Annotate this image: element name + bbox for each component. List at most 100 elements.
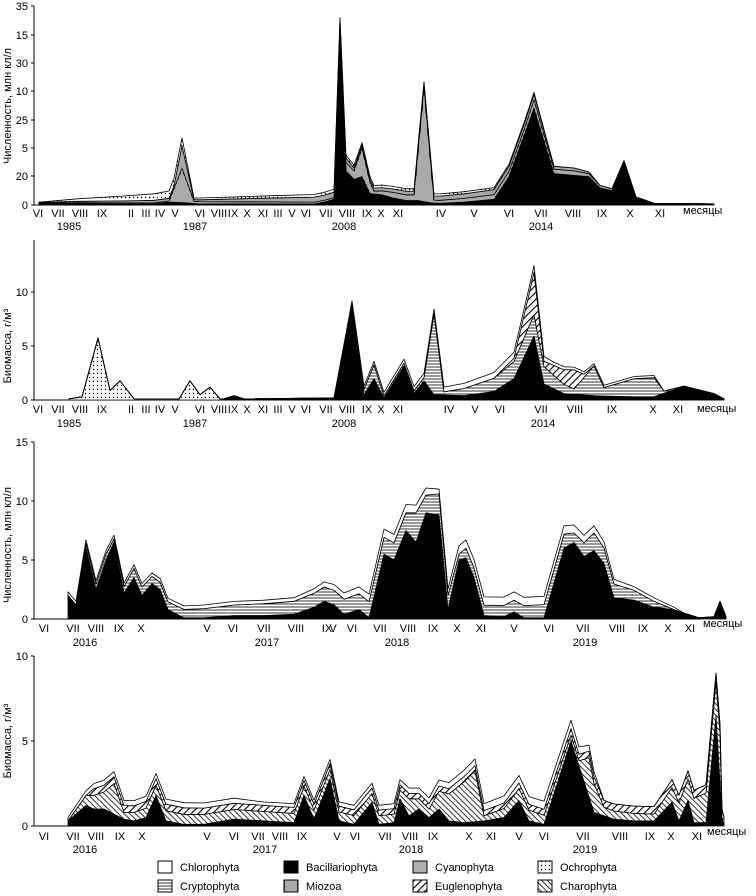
month-label: IX xyxy=(638,623,649,635)
legend-swatch xyxy=(157,879,173,893)
month-label: VI xyxy=(544,623,554,635)
legend-item-cyanophyta: Cyanophyta xyxy=(412,860,495,874)
month-label: VII xyxy=(251,831,264,843)
month-label: V xyxy=(510,623,518,635)
month-label: IX xyxy=(115,831,126,843)
month-label: IX xyxy=(228,404,239,416)
month-label: VIII xyxy=(565,208,582,220)
month-label: VIII xyxy=(211,404,228,416)
panel-2-ytick: 5 xyxy=(22,341,28,353)
area-chlorophyta xyxy=(68,265,725,400)
panel-3-month-labels: VI VII VIII IX X V VI VII VIII IX V VI V… xyxy=(39,618,743,635)
month-label: VII xyxy=(319,208,332,220)
legend-swatch xyxy=(412,860,428,874)
month-label: VI xyxy=(539,831,549,843)
panel-4-xlabel: месяцы xyxy=(707,826,746,838)
legend-label: Ochrophyta xyxy=(560,862,618,874)
month-label: VII xyxy=(66,831,79,843)
month-label: V xyxy=(515,831,523,843)
panel-3-xlabel: месяцы xyxy=(703,618,742,630)
year-label: 2008 xyxy=(332,221,356,233)
month-label: IX xyxy=(362,208,373,220)
month-label: VI xyxy=(195,404,205,416)
month-label: VIII xyxy=(211,208,228,220)
panel-2-areas xyxy=(68,265,725,401)
legend-swatch xyxy=(537,879,553,893)
month-label: X xyxy=(138,831,146,843)
panel-4-year-labels: 2016 2017 2018 2019 xyxy=(73,844,597,856)
area-ochrophyta xyxy=(38,17,715,205)
month-label: IV xyxy=(444,404,455,416)
month-label: IV xyxy=(155,404,166,416)
year-label: 2014 xyxy=(529,221,553,233)
year-label: 1985 xyxy=(57,418,81,430)
month-label: VIII xyxy=(339,208,356,220)
legend-label: Euglenophyta xyxy=(435,881,503,893)
panel-3-ytick: 10 xyxy=(16,496,28,508)
month-label: IV xyxy=(155,208,166,220)
month-label: II xyxy=(128,208,134,220)
year-label: 2017 xyxy=(255,637,279,649)
month-label: VIII xyxy=(612,831,629,843)
month-label: VII xyxy=(378,831,391,843)
month-label: IX xyxy=(428,831,439,843)
month-label: VIII xyxy=(288,623,305,635)
panel-2-ytick: 0 xyxy=(22,395,28,407)
legend-swatch xyxy=(537,860,553,874)
month-label: X xyxy=(626,208,634,220)
panel-3-year-labels: 2016 2017 2018 2019 xyxy=(73,637,597,649)
area-miozoa xyxy=(38,25,715,205)
panel-1-y-axis: 0 5 10 15 20 25 30 35 xyxy=(16,1,35,212)
month-label: III xyxy=(141,404,150,416)
month-label: VI xyxy=(347,623,357,635)
panel-4-month-labels: VI VII VIII IX X V VI VII VIII IX V VI V… xyxy=(39,826,747,843)
month-label: IX xyxy=(645,831,656,843)
legend-item-chlorophyta: Chlorophyta xyxy=(157,860,240,874)
panel-1-ytick: 30 xyxy=(16,58,28,70)
legend-swatch xyxy=(157,860,173,874)
month-label: VI xyxy=(39,831,49,843)
month-label: III xyxy=(141,208,150,220)
month-label: VII xyxy=(257,623,270,635)
month-label: X xyxy=(465,831,473,843)
month-label: IX xyxy=(597,208,608,220)
month-label: XI xyxy=(476,623,486,635)
year-label: 2019 xyxy=(573,844,597,856)
panel-4-ytick: 0 xyxy=(22,821,28,833)
month-label: X xyxy=(453,623,461,635)
month-label: VIII xyxy=(88,623,105,635)
month-label: V xyxy=(333,831,341,843)
month-label: III xyxy=(273,404,282,416)
year-label: 2018 xyxy=(385,637,409,649)
month-label: VII xyxy=(373,623,386,635)
panel-3-ytick: 15 xyxy=(16,437,28,449)
panel-4-ytick: 5 xyxy=(22,736,28,748)
year-label: 2018 xyxy=(399,844,423,856)
panel-1-ytick: 5 xyxy=(22,143,28,155)
month-label: XI xyxy=(258,208,268,220)
year-label: 1987 xyxy=(183,221,207,233)
panel-4-ylabel: Биомасса, г/м³ xyxy=(2,703,14,778)
panel-2-month-labels: VI VII VIII IX II III IV V VI VIII IX X … xyxy=(33,403,737,416)
month-label: XI xyxy=(655,208,665,220)
month-label: VII xyxy=(319,404,332,416)
month-label: XI xyxy=(258,404,268,416)
month-label: VII xyxy=(51,404,64,416)
panel-1-ytick: 0 xyxy=(22,200,28,212)
month-label: XI xyxy=(692,831,702,843)
panel-2-xlabel: месяцы xyxy=(697,403,736,415)
month-label: XI xyxy=(486,831,496,843)
panel-1-ytick: 35 xyxy=(16,1,28,13)
month-label: VIII xyxy=(272,831,289,843)
month-label: IX xyxy=(607,404,618,416)
month-label: VII xyxy=(534,208,547,220)
panel-3-y-axis: 0 5 10 15 xyxy=(16,437,35,626)
legend-label: Cryptophyta xyxy=(180,881,240,893)
month-label: V xyxy=(470,208,478,220)
panel-4: Биомасса, г/м³ 0 5 10 VI VII VIII IX X V… xyxy=(2,651,746,856)
panel-4-y-axis: 0 5 10 xyxy=(16,651,35,833)
panel-1-ytick: 15 xyxy=(16,30,28,42)
legend-label: Chlorophyta xyxy=(180,862,240,874)
panel-2: Биомасса, г/м³ 0 5 10 VI VII VIII IX II … xyxy=(2,240,736,430)
